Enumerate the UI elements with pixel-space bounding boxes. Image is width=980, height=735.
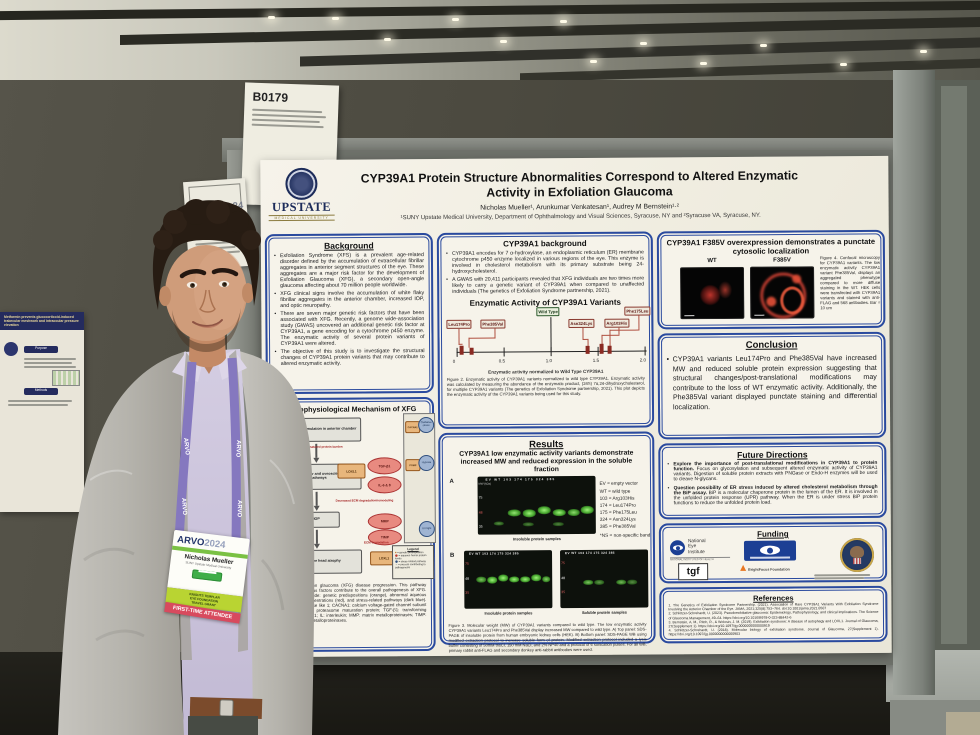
nose bbox=[199, 289, 216, 313]
pants bbox=[188, 716, 258, 735]
lanyard-left bbox=[174, 361, 197, 543]
ear-left bbox=[159, 286, 171, 306]
lanyard-text: ARVO bbox=[236, 500, 242, 518]
board-post-right bbox=[893, 70, 935, 695]
conference-badge: ARVO2024 Nicholas Mueller SUNY Upstate M… bbox=[162, 529, 250, 639]
mouth bbox=[192, 319, 223, 327]
lanyard-text: ARVO bbox=[180, 498, 187, 516]
side-poster-section-1: Purpose bbox=[24, 346, 58, 353]
lanyard-right bbox=[227, 357, 241, 545]
side-poster-title: Metformin prevents glucocorticoid-induce… bbox=[0, 312, 84, 331]
eyebrow-right bbox=[211, 268, 239, 277]
side-poster-chart bbox=[52, 370, 80, 386]
side-poster: Metformin prevents glucocorticoid-induce… bbox=[0, 312, 84, 512]
side-poster-section-2: Methods bbox=[24, 388, 58, 395]
badge-card: ARVO2024 Nicholas Mueller SUNY Upstate M… bbox=[167, 529, 250, 597]
suit-jacket bbox=[58, 351, 186, 735]
stubble bbox=[172, 308, 241, 352]
belt-buckle bbox=[219, 699, 234, 717]
ear-right bbox=[242, 283, 254, 303]
wall-panel-stripe bbox=[941, 86, 967, 644]
lanyard-text: ARVO bbox=[182, 438, 190, 456]
floor-corner bbox=[946, 712, 980, 735]
ceiling bbox=[0, 0, 980, 80]
lanyard-text: ARVO bbox=[234, 440, 241, 458]
eyebrow-left bbox=[179, 269, 207, 279]
badge-green-box bbox=[191, 569, 223, 582]
suit-jacket-right bbox=[236, 350, 315, 735]
